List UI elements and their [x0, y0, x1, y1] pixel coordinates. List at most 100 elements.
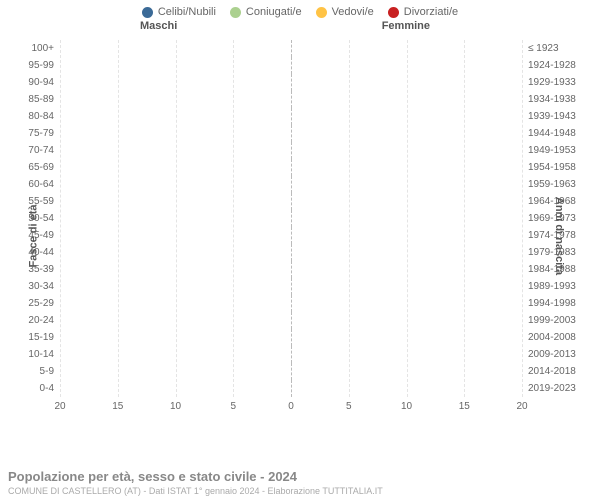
center-line [291, 227, 292, 244]
x-axis: 201510505101520 [60, 397, 522, 421]
age-label: 90-94 [14, 77, 54, 88]
pyramid-row: 5-92014-2018 [0, 363, 600, 380]
year-label: 1959-1963 [528, 179, 586, 190]
legend-item: Divorziati/e [388, 6, 458, 18]
legend-item: Coniugati/e [230, 6, 302, 18]
age-label: 40-44 [14, 247, 54, 258]
bar-canvas [60, 210, 522, 227]
center-line [291, 91, 292, 108]
pyramid-row: 100+≤ 1923 [0, 40, 600, 57]
year-label: 1924-1928 [528, 60, 586, 71]
year-label: 1979-1983 [528, 247, 586, 258]
center-line [291, 142, 292, 159]
year-label: 2009-2013 [528, 349, 586, 360]
center-line [291, 210, 292, 227]
bar-canvas [60, 261, 522, 278]
bar-canvas [60, 278, 522, 295]
pyramid-row: 0-42019-2023 [0, 380, 600, 397]
legend-swatch [388, 7, 399, 18]
age-label: 35-39 [14, 264, 54, 275]
x-tick-label: 15 [459, 401, 470, 412]
header-female: Femmine [382, 20, 430, 32]
age-label: 75-79 [14, 128, 54, 139]
pyramid-row: 20-24 1999-2003 [0, 312, 600, 329]
chart-container: Celibi/Nubili Coniugati/e Vedovi/e Divorzia… [0, 0, 600, 500]
x-tick-label: 10 [401, 401, 412, 412]
legend-item: Vedovi/e [316, 6, 374, 18]
age-label: 25-29 [14, 298, 54, 309]
bar-canvas [60, 227, 522, 244]
year-label: 1974-1978 [528, 230, 586, 241]
x-tick-label: 10 [170, 401, 181, 412]
pyramid-row: 95-99 1924-1928 [0, 57, 600, 74]
legend-swatch [142, 7, 153, 18]
age-label: 95-99 [14, 60, 54, 71]
legend-label: Celibi/Nubili [158, 6, 216, 18]
age-label: 100+ [14, 43, 54, 54]
center-line [291, 295, 292, 312]
pyramid-row: 60-64 1959-1963 [0, 176, 600, 193]
x-tick-label: 20 [54, 401, 65, 412]
bar-canvas [60, 159, 522, 176]
center-line [291, 40, 292, 57]
year-label: 1929-1933 [528, 77, 586, 88]
x-tick-label: 20 [516, 401, 527, 412]
bar-canvas [60, 193, 522, 210]
pyramid-row: 70-741949-1953 [0, 142, 600, 159]
age-label: 20-24 [14, 315, 54, 326]
year-label: 1989-1993 [528, 281, 586, 292]
age-label: 60-64 [14, 179, 54, 190]
year-label: 1964-1968 [528, 196, 586, 207]
pyramid-row: 90-94 1929-1933 [0, 74, 600, 91]
age-label: 45-49 [14, 230, 54, 241]
pyramid-row: 55-591964-1968 [0, 193, 600, 210]
bar-canvas [60, 380, 522, 397]
x-tick-label: 15 [112, 401, 123, 412]
bar-canvas [60, 176, 522, 193]
center-line [291, 261, 292, 278]
center-line [291, 329, 292, 346]
pyramid-row: 85-89 1934-1938 [0, 91, 600, 108]
bar-canvas [60, 74, 522, 91]
center-line [291, 346, 292, 363]
pyramid-row: 40-44 1979-1983 [0, 244, 600, 261]
bar-canvas [60, 312, 522, 329]
legend-label: Coniugati/e [246, 6, 302, 18]
year-label: 1969-1973 [528, 213, 586, 224]
age-label: 80-84 [14, 111, 54, 122]
year-label: 1954-1958 [528, 162, 586, 173]
age-label: 85-89 [14, 94, 54, 105]
footer-subtitle: COMUNE DI CASTELLERO (AT) - Dati ISTAT 1… [8, 486, 383, 496]
chart-footer: Popolazione per età, sesso e stato civil… [8, 469, 383, 496]
legend-label: Vedovi/e [332, 6, 374, 18]
center-line [291, 125, 292, 142]
center-line [291, 312, 292, 329]
center-line [291, 57, 292, 74]
column-headers: Maschi Femmine [0, 20, 600, 36]
legend-item: Celibi/Nubili [142, 6, 216, 18]
bar-canvas [60, 363, 522, 380]
center-line [291, 193, 292, 210]
legend-swatch [230, 7, 241, 18]
center-line [291, 380, 292, 397]
age-label: 15-19 [14, 332, 54, 343]
x-tick-label: 5 [346, 401, 352, 412]
pyramid-row: 35-391984-1988 [0, 261, 600, 278]
pyramid-row: 65-69 1954-1958 [0, 159, 600, 176]
center-line [291, 176, 292, 193]
year-label: 1999-2003 [528, 315, 586, 326]
pyramid-row: 75-791944-1948 [0, 125, 600, 142]
pyramid-row: 45-49 1974-1978 [0, 227, 600, 244]
pyramid-row: 15-19 2004-2008 [0, 329, 600, 346]
bar-canvas [60, 91, 522, 108]
bar-canvas [60, 57, 522, 74]
header-male: Maschi [140, 20, 177, 32]
plot-area: Fasce di età Anni di nascita 100+≤ 19239… [0, 36, 600, 436]
age-label: 30-34 [14, 281, 54, 292]
age-label: 65-69 [14, 162, 54, 173]
bar-canvas [60, 346, 522, 363]
year-label: 1934-1938 [528, 94, 586, 105]
year-label: 2014-2018 [528, 366, 586, 377]
year-label: 2004-2008 [528, 332, 586, 343]
age-label: 0-4 [14, 383, 54, 394]
